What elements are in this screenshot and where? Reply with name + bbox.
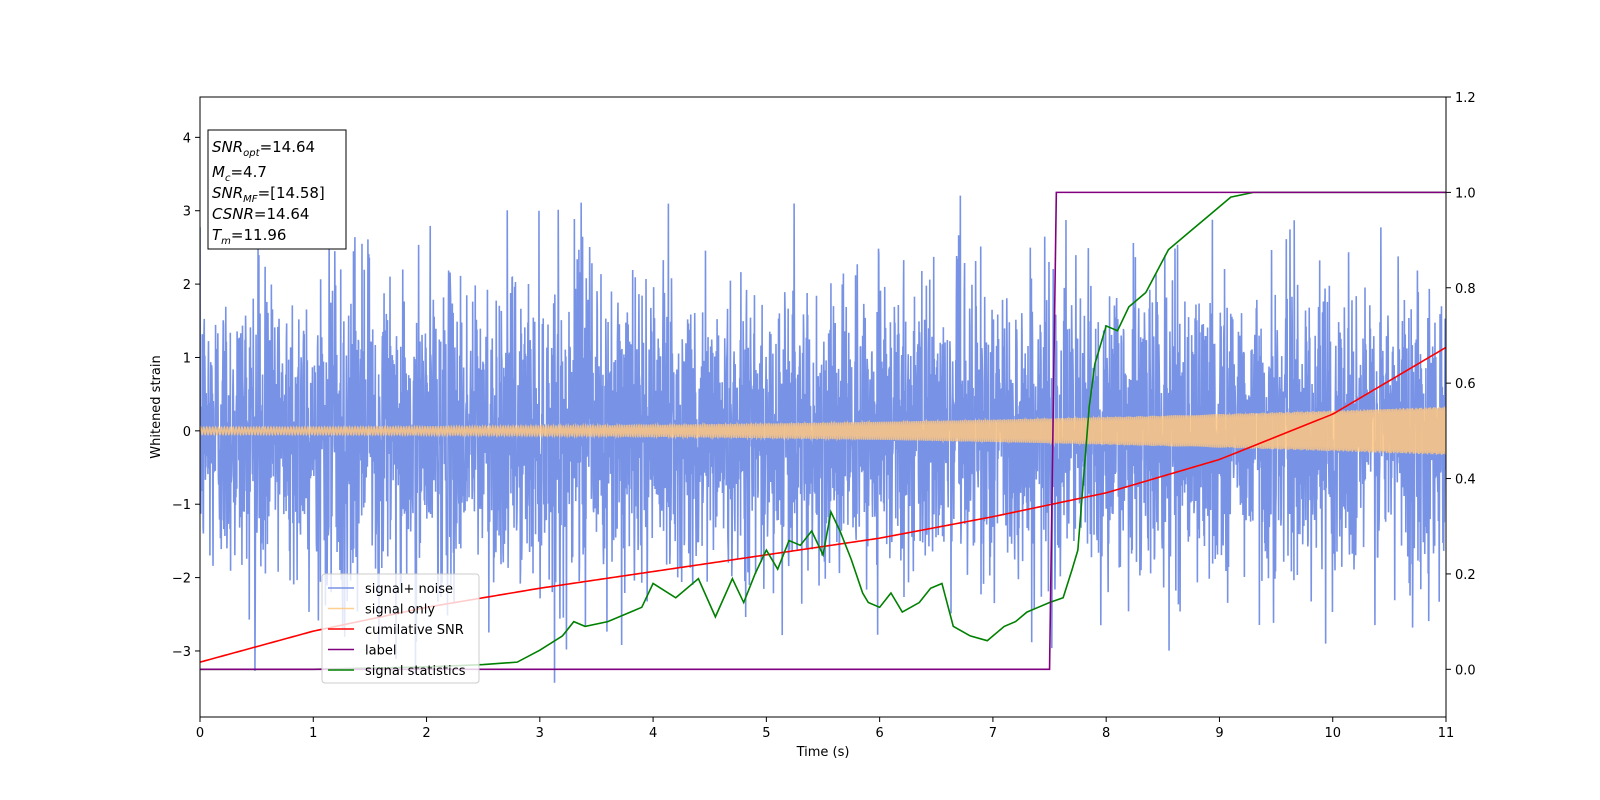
x-tick-label: 4 bbox=[649, 726, 657, 741]
legend-label: signal statistics bbox=[365, 664, 466, 679]
annotation-var: SNR bbox=[212, 138, 243, 156]
y-right-tick-label: 1.0 bbox=[1455, 186, 1476, 201]
legend-label: label bbox=[365, 644, 396, 659]
y-right-tick-label: 0.6 bbox=[1455, 377, 1476, 392]
x-tick-label: 7 bbox=[989, 726, 997, 741]
annotation-var: T bbox=[212, 226, 223, 244]
annotation-var: M bbox=[212, 163, 225, 181]
annotation-line: Mc=4.7 bbox=[212, 163, 267, 184]
x-tick-label: 6 bbox=[875, 726, 883, 741]
legend-label: signal only bbox=[365, 603, 435, 618]
y-left-tick-label: 0 bbox=[183, 425, 191, 440]
x-tick-label: 0 bbox=[196, 726, 204, 741]
y-left-tick-label: 1 bbox=[183, 351, 191, 366]
x-tick-label: 2 bbox=[422, 726, 430, 741]
annotation-var: CSNR bbox=[212, 205, 254, 223]
series-line-signal-statistics bbox=[200, 191, 1446, 671]
annotation-subscript: MF bbox=[243, 194, 258, 205]
y-right-tick-label: 0.4 bbox=[1455, 473, 1476, 488]
annotation-value: =11.96 bbox=[231, 226, 287, 244]
y-right-tick-label: 1.2 bbox=[1455, 91, 1476, 106]
y-right-tick-label: 0.2 bbox=[1455, 568, 1476, 583]
legend-label: signal+ noise bbox=[365, 582, 453, 597]
series-line-signal-only bbox=[200, 406, 1446, 455]
annotation-value: =4.7 bbox=[230, 163, 266, 181]
annotation-var: SNR bbox=[212, 184, 243, 202]
x-tick-label: 11 bbox=[1438, 726, 1455, 741]
x-axis-label: Time (s) bbox=[796, 745, 850, 760]
annotation-subscript: m bbox=[221, 236, 231, 247]
x-tick-label: 3 bbox=[536, 726, 544, 741]
annotation-value: =[14.58] bbox=[258, 184, 325, 202]
y-left-tick-label: 3 bbox=[183, 205, 191, 220]
annotation-value: =14.64 bbox=[260, 138, 316, 156]
y-left-tick-label: −3 bbox=[172, 645, 191, 660]
legend-label: cumilative SNR bbox=[365, 623, 464, 638]
legend: signal+ noise signal only cumilative SNR la… bbox=[321, 573, 480, 684]
legend-frame bbox=[321, 573, 480, 684]
x-tick-label: 5 bbox=[762, 726, 770, 741]
y-left-tick-label: 2 bbox=[183, 278, 191, 293]
annotation-line: CSNR=14.64 bbox=[212, 205, 309, 223]
annotation-value: =14.64 bbox=[254, 205, 310, 223]
y-axis-left: −3 −2 −1 0 1 2 3 4 bbox=[172, 131, 200, 660]
y-left-tick-label: 4 bbox=[183, 131, 191, 146]
annotation-line: SNRMF=[14.58] bbox=[212, 184, 325, 205]
y-left-tick-label: −2 bbox=[172, 572, 191, 587]
annotation-line: SNRopt=14.64 bbox=[212, 138, 315, 159]
annotation-subscript: opt bbox=[243, 148, 260, 159]
y-left-tick-label: −1 bbox=[172, 498, 191, 513]
annotation-frame bbox=[207, 129, 347, 250]
x-axis: 0 1 2 3 4 5 6 7 8 9 10 11 bbox=[196, 717, 1454, 741]
plot-frame bbox=[199, 96, 1447, 718]
y-axis-label: Whitened strain bbox=[149, 355, 164, 458]
series-line-label bbox=[200, 191, 1446, 671]
x-tick-label: 10 bbox=[1324, 726, 1341, 741]
x-tick-label: 8 bbox=[1102, 726, 1110, 741]
y-axis-right: 0.0 0.2 0.4 0.6 0.8 1.0 1.2 bbox=[1446, 91, 1476, 678]
annotation-subscript: c bbox=[225, 173, 231, 184]
x-tick-label: 1 bbox=[309, 726, 317, 741]
y-right-tick-label: 0.8 bbox=[1455, 282, 1476, 297]
y-right-tick-label: 0.0 bbox=[1455, 663, 1476, 678]
annotation-box: SNRopt=14.64Mc=4.7SNRMF=[14.58]CSNR=14.6… bbox=[207, 129, 347, 250]
x-tick-label: 9 bbox=[1215, 726, 1223, 741]
annotation-line: Tm=11.96 bbox=[212, 226, 286, 247]
